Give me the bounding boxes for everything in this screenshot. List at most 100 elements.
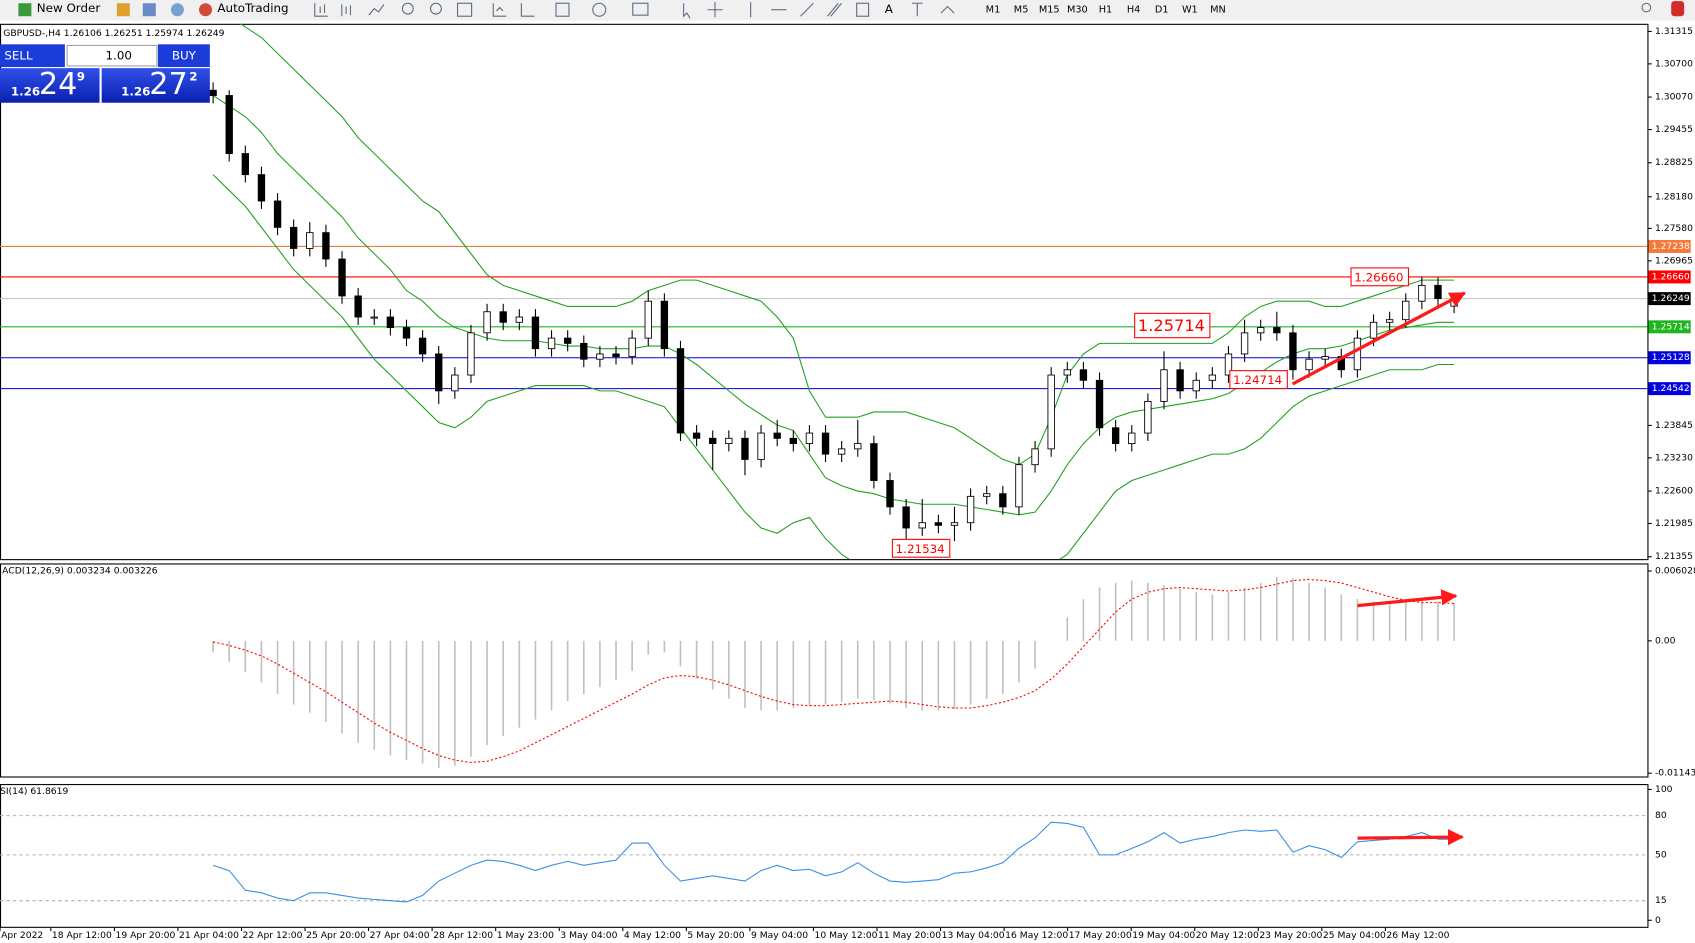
rsi-arrow (1357, 829, 1465, 846)
x-tick-label: 10 May 12:00 (815, 930, 878, 941)
ask-sup: 2 (189, 69, 197, 83)
candle-body (1128, 432, 1136, 445)
notification-badge (1671, 1, 1685, 17)
candle-body (1176, 369, 1184, 392)
candle-body (322, 232, 330, 260)
candle-body (1095, 379, 1104, 429)
candle-body (1224, 353, 1233, 376)
x-tick-label: 25 Apr 20:00 (306, 930, 366, 941)
candle-body (1240, 332, 1249, 355)
x-tick-label: 11 May 20:00 (878, 930, 941, 941)
ask-prefix: 1.26 (121, 84, 150, 98)
candle-body (1192, 379, 1200, 392)
candle-body (886, 480, 894, 508)
rsi-label: SI(14) 61.8619 (0, 786, 68, 797)
level-label: 1.25128 (1652, 352, 1690, 363)
candle-body (257, 174, 266, 202)
toolbar-icon[interactable] (116, 3, 130, 17)
x-tick-label: 26 May 12:00 (1386, 930, 1449, 941)
candle-body (805, 432, 814, 445)
candle-body (902, 506, 910, 529)
text-tool[interactable]: A (885, 2, 894, 16)
y-tick-label: 1.28825 (1655, 157, 1693, 168)
trade-panel: GBPUSD-,H4 1.26106 1.26251 1.25974 1.262… (0, 28, 225, 103)
candle-body (563, 337, 572, 344)
candle-body (499, 311, 507, 323)
candle-body (483, 311, 491, 334)
sell-button[interactable] (0, 44, 65, 68)
candle-body (451, 374, 459, 392)
x-tick-label: 18 Apr 12:00 (52, 930, 112, 941)
timeframe-button[interactable]: M5 (1014, 5, 1029, 16)
candle-body (1257, 327, 1265, 334)
timeframe-button[interactable]: W1 (1182, 5, 1198, 16)
x-tick-label: 3 May 04:00 (560, 930, 617, 941)
timeframe-button[interactable]: H4 (1127, 5, 1141, 16)
y-tick-label: 0 (1655, 915, 1661, 926)
y-tick-label: 0.006028 (1655, 566, 1695, 577)
level-box (1648, 382, 1691, 396)
y-tick-label: 15 (1655, 895, 1667, 906)
price-annotation: 1.24714 (1233, 373, 1282, 387)
price-annotation: 1.25714 (1138, 316, 1205, 335)
main-plot (0, 23, 1648, 560)
x-tick-label: 17 May 20:00 (1069, 930, 1132, 941)
x-tick-label: 20 May 12:00 (1196, 930, 1259, 941)
bid-box[interactable] (0, 68, 100, 103)
timeframe-button[interactable]: MN (1210, 5, 1226, 16)
candle-body (1144, 400, 1152, 434)
lot-value[interactable]: 1.00 (106, 49, 132, 63)
candle-body (918, 522, 926, 529)
level-label: 1.24542 (1652, 383, 1690, 394)
y-tick-label: 1.21985 (1655, 518, 1693, 529)
candle-body (789, 437, 797, 445)
level-label: 1.25714 (1652, 321, 1690, 332)
candle-body (612, 353, 620, 358)
candle-body (209, 89, 217, 96)
timeframe-button[interactable]: M30 (1067, 5, 1088, 16)
candle-body (725, 437, 733, 445)
new-order-button[interactable]: New Order (37, 1, 101, 15)
x-tick-label: 19 Apr 20:00 (115, 930, 175, 941)
candle-body (854, 443, 862, 450)
y-tick-label: 1.29455 (1655, 124, 1693, 135)
timeframe-button[interactable]: H1 (1099, 5, 1113, 16)
price-annotation-box (1350, 267, 1410, 287)
candle-body (757, 432, 765, 460)
macd-label: ACD(12,26,9) 0.003234 0.003226 (2, 565, 158, 576)
candle-body (1079, 369, 1088, 381)
candle-body (676, 348, 685, 434)
autotrading-button[interactable]: AutoTrading (217, 1, 288, 15)
toolbar-icon[interactable] (170, 3, 184, 17)
timeframe-button[interactable]: M1 (986, 5, 1001, 16)
candle-body (1289, 332, 1297, 371)
x-tick-label: 13 May 04:00 (942, 930, 1005, 941)
candle-body (983, 493, 991, 497)
candle-body (709, 437, 717, 445)
macd-arrow (1357, 589, 1458, 608)
toolbar-icon[interactable] (142, 3, 156, 17)
candle-body (999, 493, 1007, 508)
toolbar-icons[interactable] (314, 2, 1652, 19)
timeframe-button[interactable]: M15 (1039, 5, 1060, 16)
y-tick-label: 1.31315 (1655, 26, 1693, 37)
sell-label[interactable]: SELL (4, 49, 33, 63)
ask-box[interactable] (101, 68, 210, 103)
candle-body (370, 316, 378, 319)
buy-button[interactable] (157, 44, 210, 68)
candle-body (418, 337, 427, 355)
bollinger-lower (212, 174, 1455, 560)
candle-body (467, 332, 475, 376)
autotrading-icon[interactable] (199, 3, 213, 17)
new-order-icon[interactable] (18, 3, 32, 17)
timeframe-button[interactable]: D1 (1155, 5, 1169, 16)
candle-body (1385, 319, 1394, 323)
y-tick-label: 1.26965 (1655, 255, 1693, 266)
x-tick-label: 1 May 23:00 (497, 930, 554, 941)
buy-label[interactable]: BUY (172, 49, 197, 63)
level-box (1648, 239, 1691, 253)
candle-body (225, 95, 233, 154)
lot-input[interactable] (66, 44, 158, 67)
candle-body (241, 153, 250, 176)
